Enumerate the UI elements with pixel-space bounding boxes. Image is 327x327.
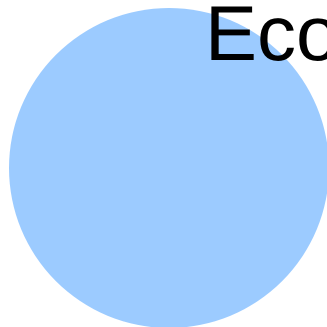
blue-circle	[9, 8, 327, 327]
eco-label: Eco	[205, 0, 327, 77]
